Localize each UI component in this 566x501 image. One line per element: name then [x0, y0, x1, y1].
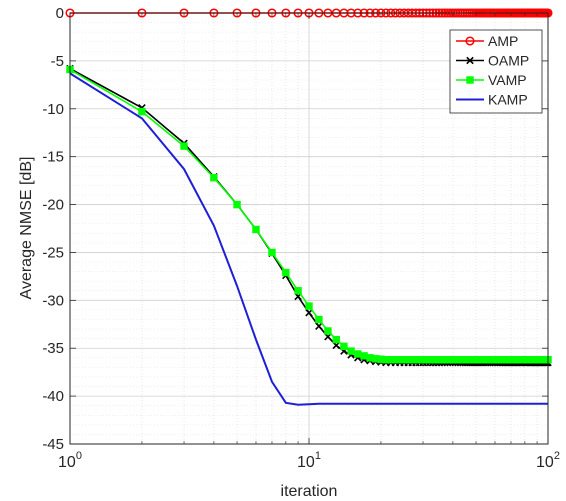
data-point-vamp [233, 200, 241, 209]
data-point-vamp [347, 347, 355, 355]
y-tick-label: -45 [42, 436, 64, 453]
y-tick-label: -35 [42, 340, 64, 357]
data-point-vamp [180, 142, 188, 150]
legend-label-amp: AMP [488, 33, 518, 49]
data-point-vamp [354, 350, 362, 358]
legend-item-vamp: VAMP [456, 72, 527, 88]
legend-item-oamp: OAMP [456, 53, 529, 69]
legend-marker-oamp [466, 56, 474, 65]
series-vamp [66, 65, 552, 364]
x-tick-label: 101 [297, 450, 321, 471]
data-point-vamp [252, 225, 260, 234]
data-point-vamp [315, 315, 323, 324]
series-line-kamp [69, 72, 548, 406]
data-point-vamp [268, 248, 276, 257]
y-tick-label: -30 [42, 292, 64, 309]
y-tick-label: -20 [42, 197, 64, 214]
data-point-vamp [282, 268, 290, 277]
legend-label-vamp: VAMP [488, 72, 527, 88]
legend: AMP OAMP VAMP KAMP [449, 29, 543, 114]
legend-label-kamp: KAMP [488, 92, 528, 108]
data-point-vamp [332, 335, 340, 344]
legend-marker-amp [465, 36, 475, 46]
x-tick-label: 100 [58, 450, 82, 471]
y-tick-label: 0 [56, 5, 64, 22]
legend-box [449, 29, 543, 114]
data-point-oamp [305, 309, 313, 317]
data-point-vamp [340, 342, 348, 351]
y-tick-label: -5 [51, 53, 64, 70]
legend-item-amp: AMP [456, 33, 518, 49]
x-axis-label: iteration [281, 483, 338, 500]
y-axis-label: Average NMSE [dB] [18, 157, 35, 300]
data-point-vamp [305, 302, 313, 310]
axes: 100 101 102 0 -5 -10 -15 -20 -25 -30 -35 -40 -45 [42, 5, 560, 471]
data-point-vamp [294, 287, 302, 295]
y-tick-label: -15 [42, 149, 64, 166]
series-kamp [69, 72, 548, 406]
y-tick-label: -25 [42, 244, 64, 261]
y-tick-label: -10 [42, 101, 64, 118]
legend-label-oamp: OAMP [488, 53, 529, 69]
data-point-oamp [315, 322, 323, 330]
data-point-vamp [138, 107, 146, 116]
y-tick-label: -40 [42, 388, 64, 405]
x-tick-label: 102 [536, 450, 560, 471]
data-point-vamp [210, 174, 218, 182]
legend-marker-vamp [466, 76, 474, 84]
data-point-vamp [324, 327, 332, 335]
legend-item-kamp: KAMP [456, 92, 528, 108]
